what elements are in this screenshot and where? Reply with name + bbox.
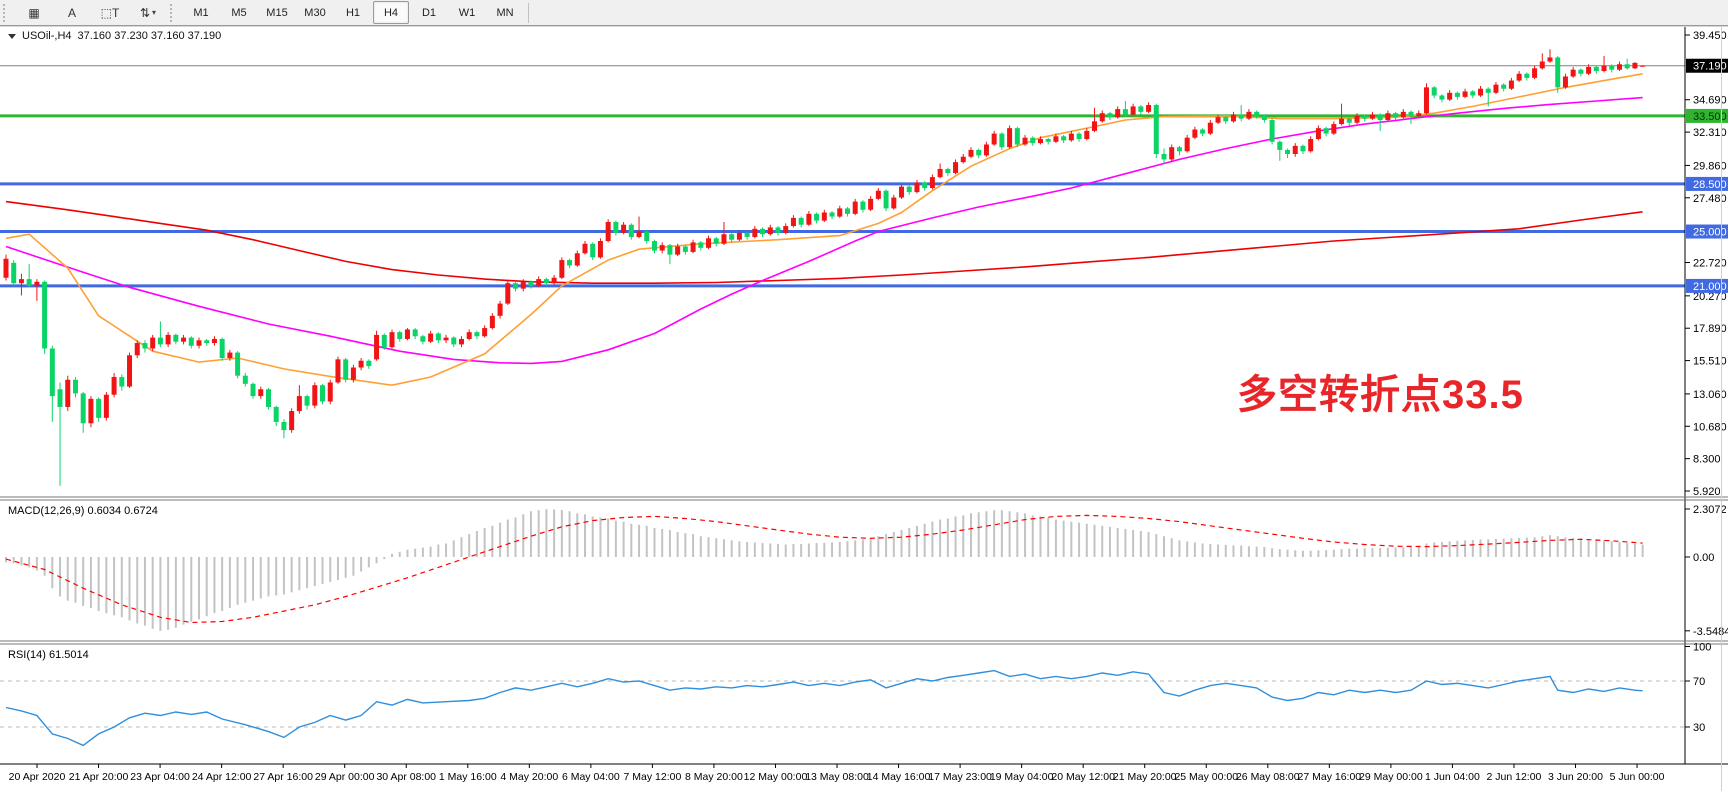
time-axis-label: 8 May 20:00 xyxy=(685,771,743,783)
timeframe-button-m1[interactable]: M1 xyxy=(193,6,209,19)
timeframe-button-d1[interactable]: D1 xyxy=(421,6,437,19)
timeframe-button-m30[interactable]: M30 xyxy=(304,6,326,19)
svg-text:21.000: 21.000 xyxy=(1693,281,1727,293)
svg-text:13.060: 13.060 xyxy=(1693,389,1727,401)
chart-area[interactable]: 39.450 34.690 32.310 29.860 27.480 22.720 20.2… xyxy=(0,26,1728,791)
svg-text:17.890: 17.890 xyxy=(1693,323,1727,335)
time-axis-label: 27 May 16:00 xyxy=(1298,771,1362,783)
price-chart-svg[interactable]: 39.450 34.690 32.310 29.860 27.480 22.720 20.2… xyxy=(0,26,1728,791)
symbol-header[interactable]: USOil-,H4 37.160 37.230 37.160 37.190 xyxy=(8,30,221,42)
svg-text:30: 30 xyxy=(1693,722,1705,734)
hlines-layer[interactable] xyxy=(0,65,1685,288)
time-axis-label: 25 May 00:00 xyxy=(1174,771,1238,783)
time-axis-label: 20 Apr 2020 xyxy=(9,771,66,783)
time-axis-label: 21 Apr 20:00 xyxy=(69,771,129,783)
indicator-panes-layer: 2.3072 0.00 -3.5484 100 70 30 MACD(12,26,9) 0.… xyxy=(0,504,1728,747)
window-right-edge xyxy=(1721,26,1722,791)
collapse-triangle-icon[interactable] xyxy=(8,33,16,39)
svg-text:37.190: 37.190 xyxy=(1693,61,1727,73)
symbol-ohlc-values: 37.160 37.230 37.160 37.190 xyxy=(77,30,222,42)
rsi-line xyxy=(5,669,1643,747)
time-axis-label: 4 May 20:00 xyxy=(500,771,558,783)
price-box-25.000[interactable] xyxy=(1686,224,1728,239)
price-box-21.000[interactable] xyxy=(1686,278,1728,293)
svg-text:33.500: 33.500 xyxy=(1693,111,1727,123)
svg-text:8.300: 8.300 xyxy=(1693,454,1721,466)
ma-slow-red-line xyxy=(5,200,1643,284)
text-label-icon[interactable]: A xyxy=(67,5,76,20)
time-axis-label: 24 Apr 12:00 xyxy=(192,771,252,783)
time-axis-label: 29 Apr 00:00 xyxy=(315,771,375,783)
symbol-name: USOil-,H4 xyxy=(22,30,72,42)
time-axis-label: 19 May 04:00 xyxy=(990,771,1054,783)
price-box-33.500[interactable] xyxy=(1686,108,1728,123)
svg-text:39.450: 39.450 xyxy=(1693,30,1727,42)
svg-text:27.480: 27.480 xyxy=(1693,193,1727,205)
chevron-down-icon: ▾ xyxy=(152,8,157,17)
svg-text:5.920: 5.920 xyxy=(1693,486,1721,498)
time-axis-label: 13 May 08:00 xyxy=(805,771,869,783)
price-box-28.500[interactable] xyxy=(1686,176,1728,191)
time-axis-label: 21 May 20:00 xyxy=(1113,771,1177,783)
macd-label: MACD(12,26,9) 0.6034 0.6724 xyxy=(8,505,158,517)
time-axis-label: 26 May 08:00 xyxy=(1236,771,1300,783)
toolbar-separator xyxy=(528,2,529,23)
svg-text:32.310: 32.310 xyxy=(1693,127,1727,139)
timeframe-button-mn[interactable]: MN xyxy=(496,6,514,19)
time-axis-label: 20 May 12:00 xyxy=(1051,771,1115,783)
price-box-37.190[interactable] xyxy=(1686,58,1728,73)
time-axis-label: 1 Jun 04:00 xyxy=(1425,771,1480,783)
svg-text:25.000: 25.000 xyxy=(1693,227,1727,239)
time-axis-label: 14 May 16:00 xyxy=(867,771,931,783)
timeframe-button-m15[interactable]: M15 xyxy=(266,6,288,19)
axes-layer: 39.450 34.690 32.310 29.860 27.480 22.720 20.2… xyxy=(0,26,1728,783)
toolbar: ▦ A ⬚T ⇅ ▾ M1 M5 M15 M30 H1 H4 D1 W1 MN xyxy=(0,0,1728,26)
candles-layer xyxy=(3,49,1646,486)
cycle-arrows-glyph: ⇅ xyxy=(139,5,151,20)
time-axis-label: 5 Jun 00:00 xyxy=(1610,771,1665,783)
svg-text:29.860: 29.860 xyxy=(1693,160,1727,172)
chart-annotation-text: 多空转折点33.5 xyxy=(1237,373,1524,417)
svg-text:0.00: 0.00 xyxy=(1693,552,1714,564)
svg-text:28.500: 28.500 xyxy=(1693,179,1727,191)
svg-text:2.3072: 2.3072 xyxy=(1693,504,1727,516)
time-axis-label: 27 Apr 16:00 xyxy=(253,771,313,783)
svg-text:22.720: 22.720 xyxy=(1693,258,1727,270)
time-axis-label: 29 May 00:00 xyxy=(1359,771,1423,783)
time-axis-label: 12 May 00:00 xyxy=(744,771,808,783)
svg-text:34.690: 34.690 xyxy=(1693,95,1727,107)
moving-averages-layer xyxy=(5,73,1643,387)
toolbar-grip[interactable] xyxy=(170,3,179,22)
svg-text:15.510: 15.510 xyxy=(1693,356,1727,368)
toolbar-grip[interactable] xyxy=(3,3,12,22)
timeframe-button-h1[interactable]: H1 xyxy=(345,6,361,19)
svg-text:70: 70 xyxy=(1693,676,1705,688)
svg-text:-3.5484: -3.5484 xyxy=(1693,626,1728,638)
macd-signal-line xyxy=(5,514,1643,624)
timeframe-button-h4[interactable]: H4 xyxy=(373,1,409,24)
time-axis-label: 2 Jun 12:00 xyxy=(1487,771,1542,783)
svg-text:20.270: 20.270 xyxy=(1693,291,1727,303)
timeframe-button-m5[interactable]: M5 xyxy=(231,6,247,19)
svg-text:10.680: 10.680 xyxy=(1693,421,1727,433)
freehand-grid-icon[interactable]: ▦ xyxy=(28,5,40,20)
time-axis-label: 7 May 12:00 xyxy=(624,771,682,783)
svg-text:100: 100 xyxy=(1693,642,1711,654)
timeframe-button-w1[interactable]: W1 xyxy=(458,6,476,19)
timeframe-group: M1 M5 M15 M30 H1 H4 D1 W1 MN xyxy=(182,1,524,24)
ma-fast-orange-line xyxy=(5,73,1643,387)
rsi-label: RSI(14) 61.5014 xyxy=(8,649,89,661)
cycle-arrows-icon[interactable]: ⇅ ▾ xyxy=(130,1,166,24)
time-axis-label: 30 Apr 08:00 xyxy=(376,771,436,783)
text-box-icon[interactable]: ⬚T xyxy=(100,5,120,20)
time-axis-label: 3 Jun 20:00 xyxy=(1548,771,1603,783)
time-axis-label: 6 May 04:00 xyxy=(562,771,620,783)
time-axis-label: 23 Apr 04:00 xyxy=(130,771,190,783)
time-axis-label: 17 May 23:00 xyxy=(928,771,992,783)
time-axis-label: 1 May 16:00 xyxy=(439,771,497,783)
